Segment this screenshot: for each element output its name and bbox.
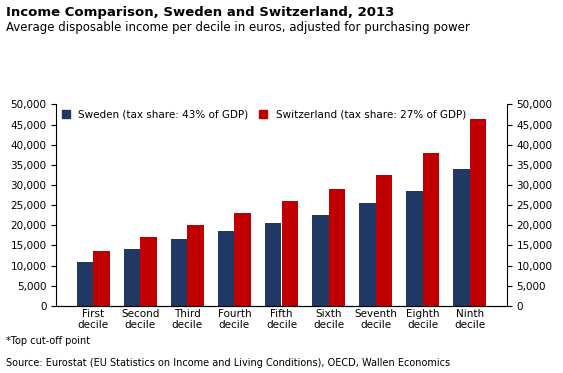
Bar [93,251,110,306]
Text: Average disposable income per decile in euros, adjusted for purchasing power: Average disposable income per decile in … [6,21,470,34]
Bar [77,261,93,306]
Text: *Top cut-off point: *Top cut-off point [6,336,90,346]
Legend: Sweden (tax share: 43% of GDP), Switzerland (tax share: 27% of GDP): Sweden (tax share: 43% of GDP), Switzerl… [61,110,466,120]
Bar [187,225,204,306]
Text: Income Comparison, Sweden and Switzerland, 2013: Income Comparison, Sweden and Switzerlan… [6,6,394,19]
Bar [376,175,392,306]
Bar [218,231,234,306]
Bar [423,153,439,306]
Bar [171,239,187,306]
Bar [282,201,298,306]
Bar [359,203,376,306]
Bar [453,169,470,306]
Bar [406,191,423,306]
Bar [124,250,140,306]
Text: Source: Eurostat (EU Statistics on Income and Living Conditions), OECD, Wallen E: Source: Eurostat (EU Statistics on Incom… [6,358,450,368]
Bar [140,237,157,306]
Bar [312,215,329,306]
Bar [329,189,345,306]
Bar [470,119,486,306]
Bar [234,213,251,306]
Bar [265,223,282,306]
